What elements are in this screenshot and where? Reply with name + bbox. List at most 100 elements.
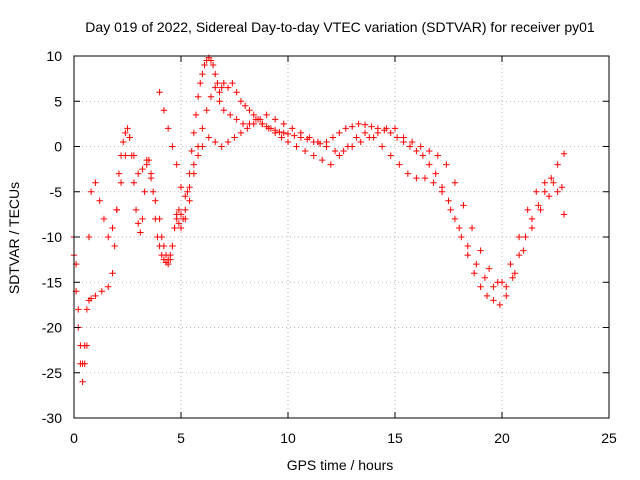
y-tick-label: -15	[42, 274, 62, 290]
data-point	[396, 161, 403, 168]
data-point	[175, 206, 183, 214]
data-point	[537, 206, 544, 214]
data-point	[139, 215, 146, 223]
data-point	[199, 70, 206, 78]
data-point	[130, 152, 138, 159]
data-point	[301, 147, 309, 155]
data-point	[470, 270, 478, 277]
data-point	[496, 301, 504, 309]
data-point	[387, 152, 394, 159]
y-tick-label: -30	[42, 410, 62, 426]
data-point	[120, 138, 127, 146]
axis-ticks	[73, 55, 610, 419]
data-point	[171, 224, 178, 232]
data-point	[209, 61, 217, 69]
data-point	[199, 125, 206, 132]
data-point	[434, 152, 441, 159]
y-tick-label: 5	[54, 93, 62, 109]
data-point	[432, 170, 439, 177]
data-point	[447, 206, 454, 214]
data-point	[177, 211, 185, 218]
chart-title: Day 019 of 2022, Sidereal Day-to-day VTE…	[85, 19, 595, 35]
data-point	[554, 161, 561, 168]
y-tick-label: 0	[54, 139, 62, 155]
data-point	[194, 152, 202, 159]
x-tick-label: 15	[387, 430, 403, 446]
data-point	[182, 215, 189, 223]
series-track-b	[70, 84, 566, 367]
data-point	[445, 197, 452, 204]
data-point	[560, 150, 568, 157]
data-point	[111, 242, 118, 250]
data-point	[404, 170, 412, 177]
y-tick-label: -10	[42, 229, 62, 245]
data-point	[357, 138, 364, 146]
data-point	[184, 188, 191, 195]
data-point	[175, 220, 183, 227]
data-point	[79, 378, 86, 385]
data-point	[237, 98, 245, 105]
y-tick-label: -20	[42, 320, 62, 336]
x-tick-label: 5	[177, 430, 185, 446]
data-point	[227, 111, 234, 119]
data-point	[291, 132, 298, 139]
data-point	[336, 129, 343, 137]
data-point	[124, 125, 131, 132]
data-point	[122, 129, 129, 137]
data-point	[366, 134, 373, 141]
data-point	[528, 224, 536, 232]
data-point	[199, 143, 206, 150]
data-point	[256, 116, 264, 123]
data-point	[473, 260, 480, 268]
data-point	[173, 215, 180, 223]
data-point	[413, 174, 420, 182]
data-point	[426, 161, 433, 168]
data-point	[218, 84, 225, 91]
data-point	[387, 129, 394, 137]
data-point	[169, 242, 176, 250]
y-tick-label: 10	[46, 48, 62, 64]
data-point	[81, 342, 88, 349]
data-point	[188, 147, 195, 155]
data-point	[263, 111, 270, 119]
data-point	[130, 179, 138, 186]
data-point	[250, 120, 257, 128]
data-point	[139, 165, 146, 173]
data-point	[353, 134, 360, 141]
data-point	[212, 84, 219, 91]
series-track-c	[156, 111, 568, 290]
data-point	[541, 179, 548, 186]
data-point	[503, 292, 510, 300]
data-point	[85, 233, 93, 241]
data-point	[456, 224, 463, 232]
data-point	[173, 161, 180, 168]
data-point	[503, 283, 510, 290]
data-point	[522, 233, 529, 241]
data-point	[190, 129, 198, 137]
data-point	[194, 93, 202, 100]
data-point	[355, 120, 362, 128]
data-point	[156, 89, 163, 96]
data-point	[156, 215, 163, 223]
data-point	[224, 84, 232, 91]
data-point	[323, 143, 330, 150]
data-point	[158, 233, 165, 241]
data-point	[220, 107, 227, 114]
data-point	[483, 292, 491, 300]
data-point	[548, 174, 555, 182]
data-point	[113, 206, 120, 214]
data-point	[149, 188, 157, 195]
data-point	[164, 125, 172, 132]
data-point	[284, 130, 292, 138]
data-point	[182, 193, 189, 200]
data-point	[276, 128, 283, 136]
data-point	[297, 129, 305, 137]
data-point	[284, 138, 292, 146]
data-point	[417, 143, 424, 150]
data-point	[152, 197, 159, 204]
data-point	[109, 270, 116, 277]
data-point	[265, 125, 272, 132]
data-point	[319, 156, 326, 164]
data-point	[336, 152, 343, 159]
data-point	[92, 179, 99, 186]
